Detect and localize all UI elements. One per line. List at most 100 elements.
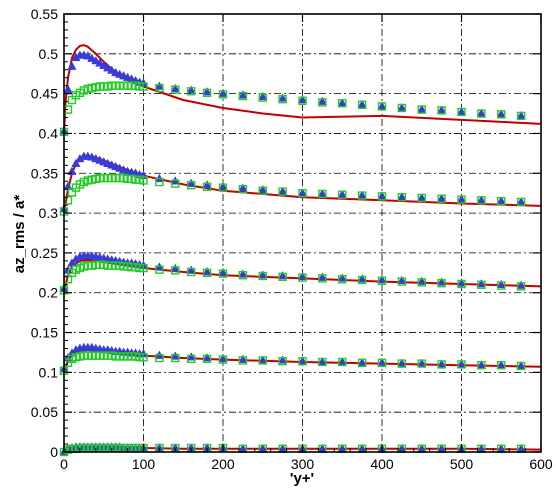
square-point	[258, 356, 267, 365]
series-triangle-group-4	[59, 151, 526, 213]
square-point	[377, 102, 387, 111]
square-point	[377, 358, 387, 368]
square-point	[516, 111, 526, 121]
y-tick-label: 0.35	[31, 165, 58, 181]
square-point	[318, 98, 327, 107]
square-point	[497, 360, 506, 370]
square-point	[437, 194, 446, 203]
square-point	[139, 263, 148, 273]
x-axis-title: 'y+'	[290, 470, 314, 487]
square-point	[477, 360, 486, 370]
triangle-point	[516, 280, 526, 289]
square-point	[278, 272, 287, 281]
square-point	[377, 276, 387, 285]
square-point	[298, 357, 307, 366]
square-point	[238, 356, 248, 365]
square-point	[238, 271, 248, 280]
triangle-point	[436, 277, 447, 286]
square-point	[258, 271, 267, 281]
y-tick-label: 0.4	[39, 125, 59, 141]
triangle-point	[317, 96, 328, 105]
square-point	[397, 103, 407, 113]
square-point	[202, 354, 212, 364]
y-tick-label: 0	[50, 444, 58, 460]
square-point	[218, 90, 228, 99]
triangle-point	[170, 83, 180, 93]
axis-layer: 0 100 200 300 400 500 600 0 0.05 0.1 0.15 0.2 0.25 0.…	[31, 6, 553, 472]
square-point	[278, 95, 287, 104]
square-point	[338, 190, 347, 199]
triangle-point	[417, 276, 427, 285]
y-axis-title: az_rms / a*	[11, 195, 28, 274]
square-point	[318, 357, 327, 367]
square-point	[497, 110, 506, 119]
triangle-point	[476, 278, 487, 288]
square-point	[397, 192, 407, 202]
square-point	[278, 357, 287, 366]
triangle-point	[258, 184, 268, 194]
triangle-point	[297, 271, 308, 281]
triangle-point	[397, 275, 407, 285]
triangle-point	[258, 270, 268, 279]
series-triangle-group-1	[59, 442, 526, 456]
triangle-point	[218, 88, 228, 97]
triangle-point	[202, 180, 212, 189]
square-point	[258, 186, 267, 195]
square-point	[278, 187, 287, 196]
square-point	[457, 107, 466, 117]
square-point	[318, 189, 327, 199]
square-point	[238, 91, 248, 101]
square-point	[417, 193, 426, 203]
square-point	[218, 355, 228, 364]
triangle-point	[154, 81, 165, 90]
square-point	[477, 109, 486, 118]
y-tick-label: 0.3	[39, 205, 59, 221]
square-point	[202, 182, 212, 192]
triangle-point	[202, 267, 212, 276]
square-point	[497, 196, 506, 206]
y-tick-label: 0.05	[31, 404, 58, 420]
square-point	[238, 184, 248, 194]
triangle-point	[63, 84, 73, 93]
square-point	[516, 361, 526, 371]
square-point	[171, 266, 180, 275]
square-point	[457, 279, 466, 289]
triangle-point	[297, 94, 308, 104]
triangle-point	[186, 85, 196, 94]
triangle-point	[71, 158, 81, 167]
square-point	[417, 359, 426, 368]
series-square-group-4	[59, 173, 526, 216]
y-tick-label: 0.25	[31, 245, 58, 261]
square-point	[155, 177, 164, 187]
square-point	[186, 267, 196, 277]
square-point	[357, 100, 367, 109]
square-point	[497, 281, 506, 290]
triangle-point	[238, 90, 248, 99]
square-point	[377, 192, 387, 201]
square-point	[186, 87, 196, 96]
square-point	[437, 360, 446, 369]
triangle-point	[238, 354, 248, 363]
square-point	[218, 269, 228, 278]
triangle-point	[186, 178, 196, 187]
triangle-point	[186, 352, 196, 361]
square-point	[357, 275, 367, 285]
x-tick-label: 500	[450, 456, 474, 472]
square-point	[155, 83, 164, 93]
triangle-point	[238, 183, 248, 192]
square-point	[298, 96, 307, 106]
series-triangle-group-5	[59, 50, 526, 135]
x-tick-label: 400	[370, 456, 394, 472]
square-point	[139, 353, 148, 362]
square-point	[397, 359, 407, 368]
data-layer	[59, 44, 542, 457]
series-square-group-5	[59, 81, 526, 137]
triangle-point	[357, 274, 367, 283]
square-point	[437, 278, 446, 288]
square-point	[516, 197, 526, 207]
square-point	[457, 360, 466, 369]
triangle-point	[238, 269, 248, 278]
square-point	[357, 358, 367, 368]
y-tick-label: 0.2	[39, 285, 59, 301]
